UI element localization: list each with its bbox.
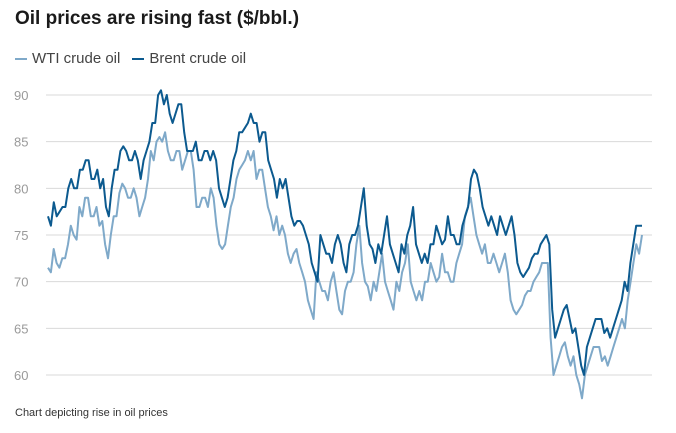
brent-series-line <box>47 89 642 376</box>
y-tick-label: 85 <box>14 135 28 150</box>
legend-swatch-brent <box>132 57 145 60</box>
legend-label-wti: WTI crude oil <box>32 50 121 67</box>
legend-item-brent: Brent crude oil <box>132 50 246 67</box>
y-tick-label: 90 <box>14 88 28 103</box>
grid-lines <box>46 94 652 376</box>
line-chart: 60 65 70 75 80 85 90 <box>14 88 652 400</box>
legend: WTI crude oil Brent crude oil <box>15 50 258 67</box>
chart-title: Oil prices are rising fast ($/bbl.) <box>15 8 300 29</box>
legend-swatch-wti <box>15 57 27 60</box>
y-tick-label: 60 <box>14 368 28 383</box>
chart-caption: Chart depicting rise in oil prices <box>15 407 168 419</box>
legend-label-brent: Brent crude oil <box>149 50 247 67</box>
y-axis-ticks: 60 65 70 75 80 85 90 <box>14 88 28 383</box>
y-tick-label: 65 <box>14 321 28 336</box>
series-lines <box>47 89 643 400</box>
legend-item-wti: WTI crude oil <box>15 50 120 67</box>
y-tick-label: 70 <box>14 275 28 290</box>
wti-series-line <box>47 131 643 400</box>
y-tick-label: 80 <box>14 181 28 196</box>
y-tick-label: 75 <box>14 228 28 243</box>
